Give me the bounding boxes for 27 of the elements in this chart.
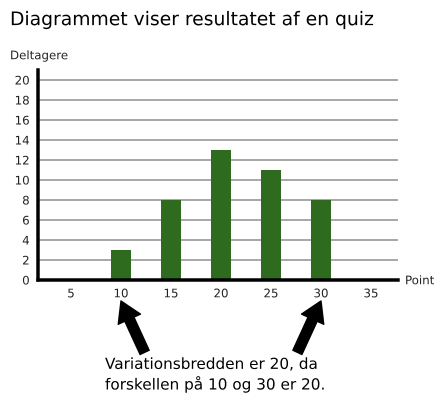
y-axis-title: Deltagere — [11, 50, 68, 62]
y-tick-label: 12 — [16, 156, 28, 164]
bar — [161, 200, 181, 280]
y-tick-label: 16 — [16, 116, 29, 125]
x-tick-label: 15 — [164, 288, 178, 298]
text: Variationsbredden er 20, da forskellen på 10 og 30 er 20. — [105, 357, 324, 393]
x-tick-label: 30 — [314, 288, 328, 298]
y-tick-label: 14 — [16, 136, 30, 144]
x-tick-label: 10 — [114, 288, 128, 298]
x-axis-title: Point — [406, 275, 434, 284]
x-tick-label: 35 — [364, 288, 378, 298]
y-tick-label: 10 — [16, 176, 29, 185]
y-tick-label: 20 — [16, 76, 29, 85]
y-tick-label: 0 — [22, 276, 29, 285]
x-tick-label: 5 — [68, 288, 74, 298]
y-tick-label: 4 — [22, 236, 30, 244]
y-tick-label: 6 — [22, 216, 29, 225]
bar — [311, 200, 331, 280]
x-tick-label: 25 — [264, 288, 278, 298]
y-tick-label: 18 — [16, 96, 29, 105]
y-tick-label: 2 — [23, 256, 28, 264]
bar — [111, 250, 131, 280]
x-tick-label: 20 — [214, 288, 228, 298]
y-tick-label: 8 — [22, 196, 29, 205]
chart-title: Diagrammet viser resultatet af en quiz — [12, 10, 374, 30]
bar — [211, 150, 231, 280]
bar — [261, 170, 281, 280]
